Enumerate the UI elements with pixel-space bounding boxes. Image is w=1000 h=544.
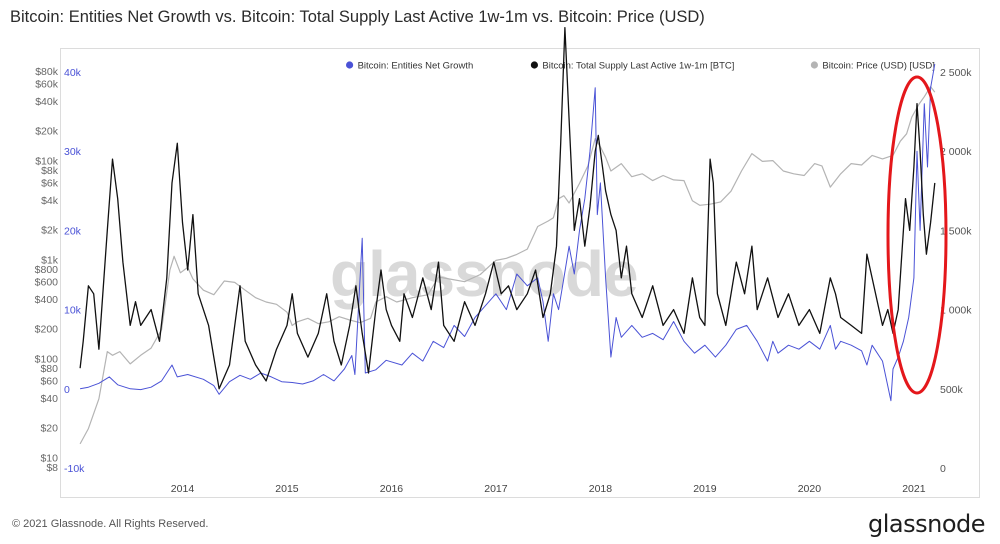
price-tick-label: $6k (41, 177, 59, 189)
series-line (79, 26, 936, 390)
supply-tick-label: 1 000k (940, 305, 972, 317)
supply-axis: 2 500k 2 000k 1 500k 1 000k 500k 0 (940, 67, 972, 475)
price-tick-label: $20 (40, 423, 58, 435)
legend-swatch (810, 61, 819, 69)
price-tick-label: $60 (40, 375, 58, 387)
x-tick-label: 2014 (171, 483, 195, 495)
series-group (79, 26, 936, 445)
x-tick-label: 2015 (275, 483, 299, 495)
price-tick-label: $600 (35, 276, 59, 288)
price-tick-label: $40 (40, 393, 58, 405)
entities-axis: 40k 30k 20k 10k 0 -10k (64, 67, 85, 475)
price-tick-label: $200 (35, 324, 59, 336)
price-tick-label: $4k (41, 195, 59, 207)
legend-swatch (530, 61, 539, 69)
copyright-text: © 2021 Glassnode. All Rights Reserved. (12, 518, 209, 530)
price-tick-label: $60k (35, 78, 59, 90)
price-tick-label: $10 (40, 452, 58, 464)
price-tick-label: $2k (41, 225, 59, 237)
price-tick-label: $40k (35, 96, 59, 108)
price-tick-label: $400 (35, 294, 59, 306)
supply-tick-label: 500k (940, 384, 964, 396)
legend-swatch (346, 61, 354, 69)
legend: Bitcoin: Entities Net Growth Bitcoin: Tot… (346, 61, 935, 72)
x-axis: 2014 2015 2016 2017 2018 2019 2020 2021 (171, 483, 926, 495)
entities-tick-label: 10k (64, 305, 82, 317)
x-tick-label: 2017 (484, 483, 508, 495)
entities-tick-label: 30k (64, 146, 82, 158)
x-tick-label: 2016 (380, 483, 404, 495)
highlight-ellipse (886, 75, 948, 395)
chart-frame (60, 48, 980, 498)
legend-entry: Bitcoin: Entities Net Growth (358, 61, 474, 72)
price-tick-label: $10k (35, 155, 59, 167)
price-tick-label: $80 (40, 363, 58, 375)
x-tick-label: 2019 (693, 483, 717, 495)
legend-entry: Bitcoin: Total Supply Last Active 1w-1m … (542, 61, 734, 72)
price-tick-label: $8 (46, 462, 58, 474)
series-line (79, 86, 936, 445)
x-tick-label: 2020 (798, 483, 822, 495)
price-axis: $80k$60k$40k$20k$10k$8k$6k$4k$2k$1k$800$… (35, 66, 59, 474)
price-tick-label: $20k (35, 126, 59, 138)
series-line (80, 64, 936, 402)
price-tick-label: $80k (35, 66, 59, 78)
entities-tick-label: 40k (64, 67, 82, 79)
brand-logo: glassnode (868, 510, 986, 538)
entities-tick-label: 20k (64, 225, 82, 237)
price-tick-label: $800 (35, 264, 59, 276)
x-tick-label: 2018 (589, 483, 613, 495)
supply-tick-label: 2 000k (940, 146, 972, 158)
legend-entry: Bitcoin: Price (USD) [USD] (822, 61, 934, 72)
supply-tick-label: 2 500k (940, 67, 972, 79)
price-tick-label: $1k (41, 254, 59, 266)
supply-tick-label: 0 (940, 463, 946, 475)
price-tick-label: $100 (35, 353, 59, 365)
page-title: Bitcoin: Entities Net Growth vs. Bitcoin… (10, 8, 705, 26)
price-tick-label: $8k (41, 165, 59, 177)
x-tick-label: 2021 (902, 483, 926, 495)
entities-tick-label: -10k (64, 463, 85, 475)
supply-tick-label: 1 500k (940, 225, 972, 237)
entities-tick-label: 0 (64, 384, 70, 396)
